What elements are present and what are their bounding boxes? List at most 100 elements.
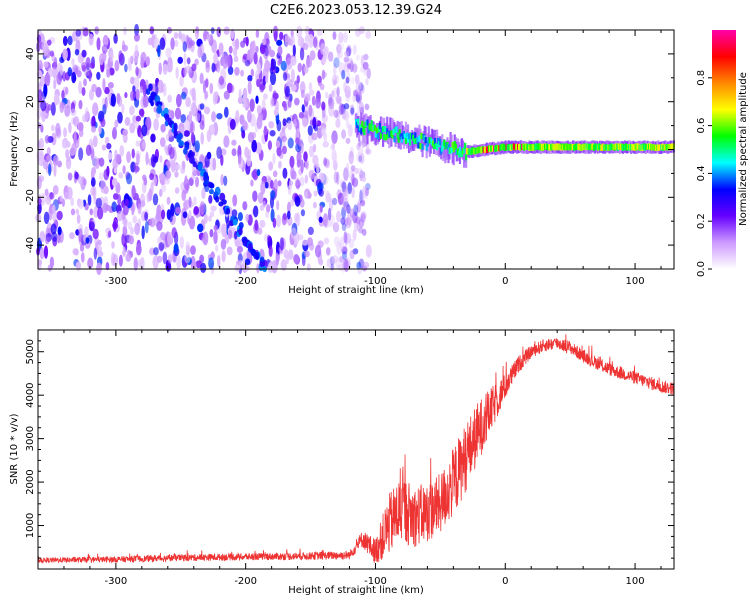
spectrogram-noise-cell: [192, 196, 197, 206]
spectrogram-noise-cell: [230, 28, 235, 40]
spectrogram-noise-cell: [275, 252, 280, 266]
colorbar-ticks: 0.0 0.2 0.4 0.6 0.8: [696, 70, 712, 277]
spectrogram-noise-cell: [362, 261, 370, 269]
spectrogram-noise-cell: [38, 137, 45, 150]
spectrogram-noise-cell: [142, 83, 147, 97]
spectrogram-noise-cell: [365, 78, 369, 86]
spectrogram-x-ticks: -300 -200 -100 0 100: [37, 30, 662, 287]
spectrogram-noise-cell: [303, 65, 309, 74]
spectrogram-noise-cell: [171, 227, 177, 239]
spectrogram-noise-cell: [49, 50, 55, 57]
spectrogram-noise-cell: [343, 59, 350, 67]
spectrogram-noise-cell: [334, 74, 339, 84]
spectrogram-noise-cell: [202, 80, 207, 94]
spectrogram-noise-cell: [262, 93, 268, 100]
spectrogram-noise-cell: [353, 204, 359, 217]
spectrogram-noise-cell: [133, 76, 140, 90]
spectrogram-ridge-cell: [447, 143, 450, 151]
spectrogram-noise-cell: [68, 122, 72, 134]
spectrogram-noise-cell: [322, 141, 329, 148]
spectrogram-noise-cell: [88, 68, 92, 82]
spectrogram-noise-cell: [127, 57, 131, 71]
spectrogram-trace-cell: [215, 195, 220, 203]
x-tick-label: 0: [502, 576, 508, 587]
spectrogram-noise-cell: [157, 79, 164, 94]
x-tick-label: 100: [626, 276, 645, 287]
spectrogram-noise-cell: [203, 30, 208, 40]
spectrogram-noise-cell: [345, 76, 350, 84]
spectrogram-noise-cell: [220, 238, 227, 250]
spectrogram-noise-cell: [165, 47, 172, 58]
spectrogram-noise-cell: [122, 250, 126, 257]
y-tick-label: -40: [25, 237, 36, 253]
spectrogram-noise-cell: [318, 216, 323, 223]
spectrogram-noise-cell: [307, 125, 313, 136]
spectrogram-noise-cell: [132, 85, 136, 93]
snr-series-line: [37, 334, 675, 565]
spectrogram-noise-cell: [185, 241, 191, 253]
spectrogram-noise-cell: [179, 75, 184, 87]
spectrogram-noise-cell: [216, 59, 221, 73]
spectrogram-noise-cell: [130, 90, 135, 101]
spectrogram-noise-cell: [247, 149, 252, 160]
spectrogram-ridge-cell: [421, 143, 424, 150]
spectrogram-noise-cell: [112, 193, 119, 200]
spectrogram-noise-cell: [333, 236, 340, 247]
spectrogram-noise-cell: [342, 197, 349, 211]
snr-y-label: SNR (10 * v/v): [9, 413, 20, 484]
spectrogram-noise-cell: [178, 31, 182, 40]
spectrogram-noise-cell: [53, 162, 57, 177]
snr-x-label: Height of straight line (km): [288, 585, 424, 596]
spectrogram-noise-cell: [301, 117, 308, 128]
spectrogram-noise-cell: [111, 177, 118, 187]
spectrogram-noise-cell: [149, 173, 154, 181]
spectrogram-noise-cell: [348, 170, 354, 181]
spectrogram-noise-cell: [343, 188, 349, 201]
spectrogram-noise-cell: [84, 202, 89, 211]
spectrogram-noise-cell: [179, 235, 185, 249]
spectrogram-noise-cell: [55, 127, 62, 139]
spectrogram-noise-cell: [105, 261, 110, 271]
spectrogram-noise-cell: [162, 82, 167, 97]
spectrogram-noise-cell: [289, 199, 295, 207]
spectrogram-noise-cell: [75, 261, 82, 270]
spectrogram-noise-cell: [74, 139, 80, 149]
spectrogram-noise-cell: [216, 112, 223, 120]
spectrogram-ridge-cell: [385, 134, 388, 141]
spectrogram-noise-cell: [307, 226, 314, 236]
spectrogram-noise-cell: [148, 188, 153, 201]
spectrogram-noise-cell: [316, 162, 320, 175]
spectrogram-noise-cell: [81, 86, 86, 96]
spectrogram-noise-cell: [281, 135, 288, 143]
spectrogram-noise-cell: [81, 49, 87, 58]
spectrogram-noise-cell: [135, 66, 139, 77]
spectrogram-noise-cell: [358, 218, 365, 228]
spectrogram-noise-cell: [36, 34, 42, 44]
spectrogram-noise-cell: [65, 86, 69, 95]
spectrogram-noise-cell: [188, 40, 196, 47]
spectrogram-noise-cell: [242, 201, 248, 211]
spectrogram-noise-cell: [302, 42, 309, 51]
spectrogram-noise-cell: [106, 165, 110, 177]
spectrogram-noise-cell: [342, 258, 349, 271]
spectrogram-noise-cell: [213, 224, 218, 231]
spectrogram-noise-cell: [183, 67, 187, 77]
spectrogram-noise-cell: [118, 50, 123, 63]
spectrogram-noise-cell: [214, 244, 219, 252]
spectrogram-noise-cell: [175, 66, 179, 79]
spectrogram-trace-cell: [208, 188, 215, 195]
spectrogram-noise-cell: [331, 136, 336, 150]
spectrogram-noise-cell: [226, 246, 233, 256]
spectrogram-noise-cell: [348, 57, 353, 64]
spectrogram-noise-cell: [223, 26, 230, 35]
spectrogram-noise-cell: [332, 87, 339, 99]
spectrogram-noise-cell: [255, 69, 259, 82]
spectrogram-noise-cell: [265, 45, 272, 53]
spectrogram-noise-cell: [346, 69, 351, 84]
spectrogram-noise-cell: [194, 58, 199, 66]
spectrogram-noise-cell: [292, 44, 296, 57]
spectrogram-noise-cell: [188, 196, 192, 208]
spectrogram-noise-cell: [50, 223, 57, 235]
spectrogram-noise-cell: [328, 214, 335, 227]
y-tick-label: 1000: [25, 513, 36, 538]
